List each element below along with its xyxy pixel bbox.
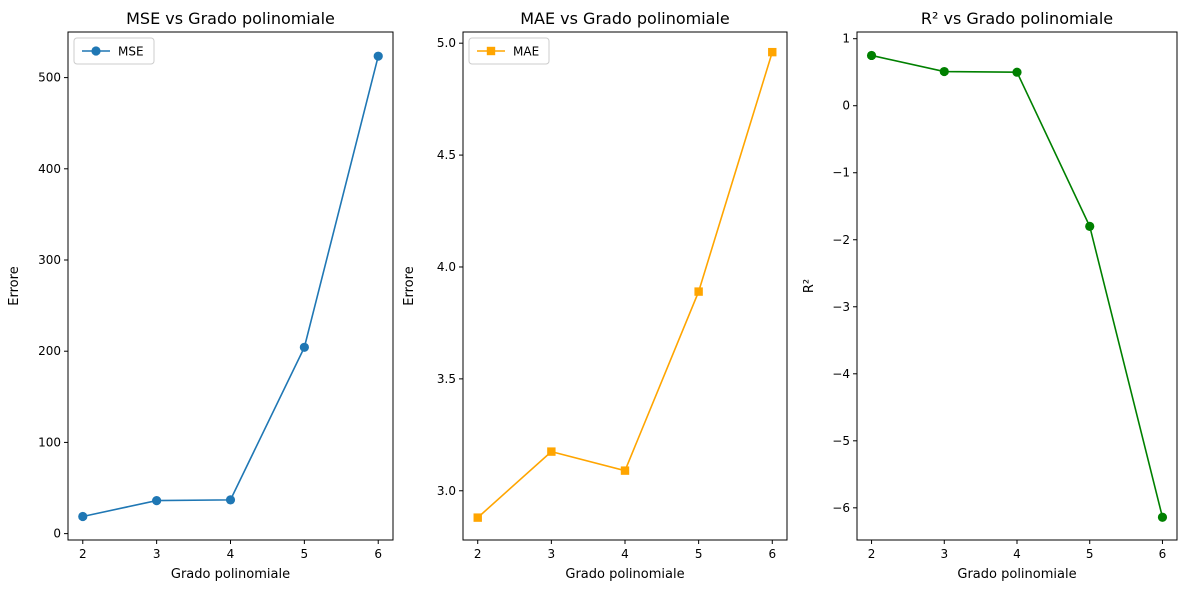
legend-marker [91,46,101,56]
y-tick-label: 4.0 [437,260,456,274]
y-tick-label: 500 [38,71,61,85]
data-point [939,66,949,77]
subplot-2: MAE vs Grado polinomiale 2 3 4 5 6 3.0 3.5 4.0 4.… [402,9,788,582]
x-tick-label: 2 [868,547,876,561]
x-axis-label: Grado polinomiale [957,567,1076,582]
y-tick-label: 5.0 [437,36,456,50]
data-point [373,51,383,61]
y-axis-label: Errore [7,266,22,305]
y-tick-label: 400 [38,162,61,176]
data-point [225,495,236,505]
y-tick-label: −2 [832,233,850,247]
axes-frame [856,31,1178,541]
x-tick-label: 3 [940,547,948,561]
subplot-3: R² vs Grado polinomiale 2 3 4 5 6 1 0 −1 −2 −3 −4 −5… [802,9,1178,582]
series-line [477,51,774,519]
y-tick-label: −1 [832,166,850,180]
y-tick-label: 1 [842,32,850,46]
chart-title: R² vs Grado polinomiale [921,9,1113,28]
y-tick-label: 0 [842,99,850,113]
y-tick-label: −5 [832,434,850,448]
y-tick-label: 100 [38,435,61,449]
x-tick-label: 6 [1159,547,1167,561]
data-point [78,511,88,522]
series-line [871,54,1164,518]
data-point [1085,221,1095,231]
y-tick-label: −3 [832,300,850,314]
x-tick-label: 5 [301,547,309,561]
x-tick-label: 4 [227,547,235,561]
x-tick-label: 3 [548,547,556,561]
legend: MSE [73,37,155,65]
chart-title: MSE vs Grado polinomiale [126,9,335,28]
legend-label: MSE [118,45,144,59]
x-axis-label: Grado polinomiale [171,567,290,582]
legend-label: MAE [513,45,539,59]
subplot-1: MSE vs Grado polinomiale 2 3 4 5 6 0 100 200 300 4… [7,9,394,582]
series-line [82,55,380,518]
axes-frame [462,31,788,541]
data-point [299,342,309,352]
x-tick-label: 3 [153,547,161,561]
chart-title: MAE vs Grado polinomiale [520,9,730,28]
data-point [768,47,777,57]
x-tick-label: 2 [474,547,482,561]
data-point [547,447,556,456]
data-point [152,496,162,506]
y-tick-label: 0 [53,527,61,541]
y-axis-label: R² [802,279,817,293]
data-point [1012,67,1022,77]
data-point [620,466,630,475]
y-tick-label: 200 [38,344,61,358]
data-point [694,287,703,296]
legend-marker [486,46,496,56]
y-tick-label: 300 [38,253,61,267]
x-tick-label: 6 [768,547,776,561]
x-tick-label: 5 [1086,547,1094,561]
y-tick-label: −4 [832,367,850,381]
x-axis-label: Grado polinomiale [565,567,684,582]
x-tick-label: 2 [79,547,87,561]
y-tick-label: 3.0 [437,484,456,498]
x-tick-label: 4 [1013,547,1021,561]
y-tick-label: −6 [832,501,850,515]
x-tick-label: 4 [621,547,629,561]
data-point [1157,512,1168,522]
y-tick-label: 4.5 [437,148,456,162]
x-tick-label: 6 [374,547,382,561]
axes-frame [67,31,394,541]
data-point [866,50,877,61]
legend: MAE [468,37,550,65]
y-axis-label: Errore [402,266,417,305]
y-tick-label: 3.5 [437,372,456,386]
data-point [473,513,482,522]
x-tick-label: 5 [695,547,703,561]
